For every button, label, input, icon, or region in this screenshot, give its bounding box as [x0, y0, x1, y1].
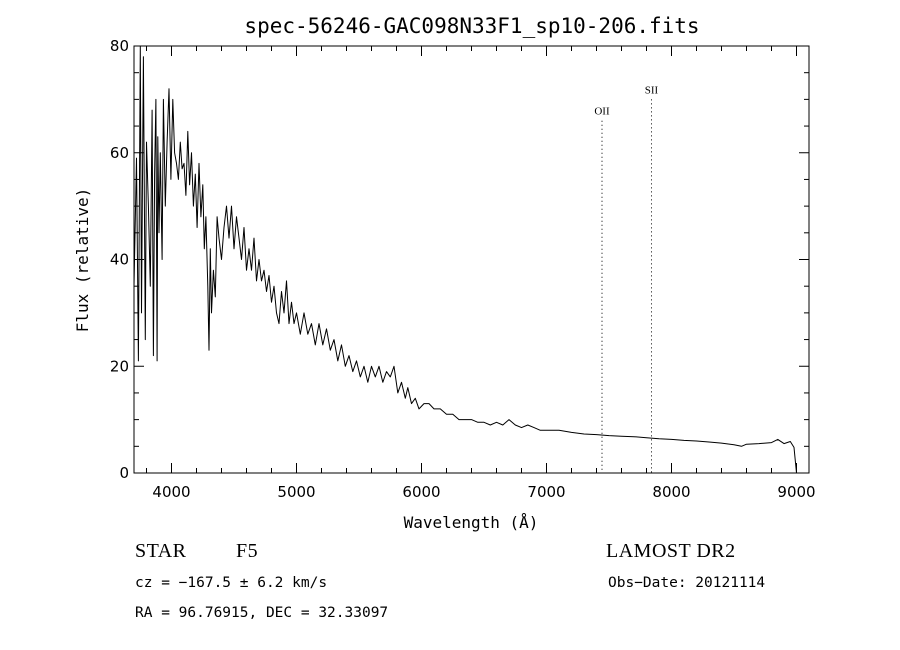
x-tick-label: 5000	[277, 483, 315, 501]
y-tick-label: 20	[110, 357, 129, 375]
coordinates-readout: RA = 96.76915, DEC = 32.33097	[135, 605, 389, 621]
x-tick-label: 4000	[152, 483, 190, 501]
axis-ticks: 4000 5000 6000 7000 8000 9000 0 20 40 60 80	[110, 37, 816, 501]
spectrum-line	[133, 45, 797, 474]
emission-line-label: OII	[594, 106, 610, 118]
emission-line-label: SII	[645, 84, 659, 96]
object-subclass: F5	[236, 540, 259, 562]
y-tick-label: 0	[119, 464, 129, 482]
y-tick-label: 40	[110, 251, 129, 269]
x-tick-label: 9000	[777, 483, 815, 501]
y-tick-label: 60	[110, 144, 129, 162]
plot-frame	[133, 45, 810, 474]
chart-title: spec-56246-GAC098N33F1_sp10-206.fits	[244, 14, 699, 38]
x-tick-label: 6000	[402, 483, 440, 501]
emission-line-markers: OII SII	[594, 84, 659, 473]
x-axis-label: Wavelength (Å)	[404, 513, 539, 532]
x-tick-label: 8000	[652, 483, 690, 501]
survey-name: LAMOST DR2	[606, 540, 736, 562]
x-tick-label: 7000	[527, 483, 565, 501]
redshift-readout: cz = −167.5 ± 6.2 km/s	[135, 575, 328, 591]
y-axis-label: Flux (relative)	[73, 188, 92, 333]
y-tick-label: 80	[110, 37, 129, 55]
object-class: STAR	[135, 540, 187, 562]
observation-date: Obs−Date: 20121114	[608, 575, 766, 591]
